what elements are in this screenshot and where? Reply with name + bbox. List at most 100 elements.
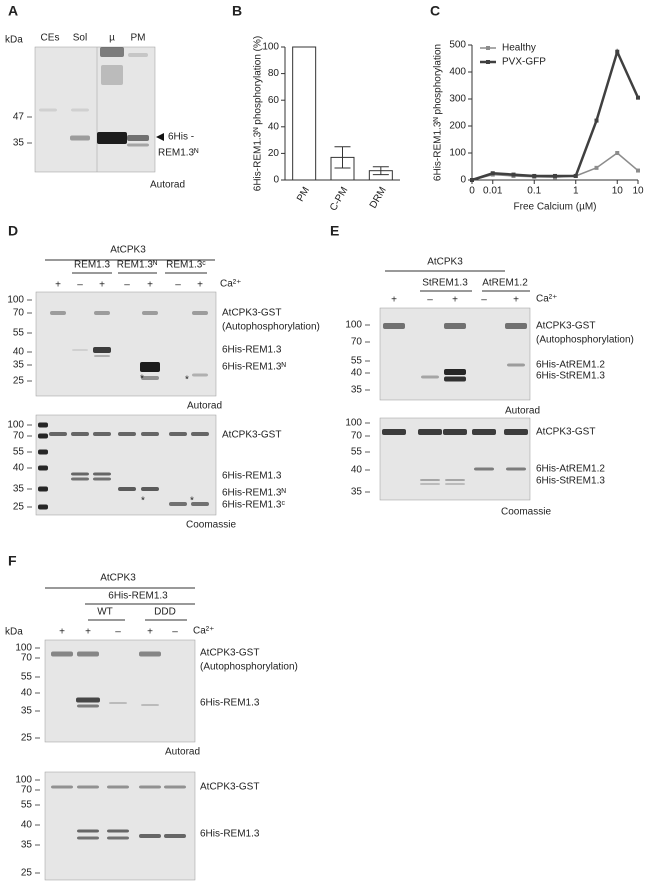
gel-band (76, 697, 100, 703)
method-label: Autorad (165, 747, 200, 758)
band-label: 6His-REM1.3ᶜ (222, 500, 285, 511)
gel-band (72, 349, 88, 351)
point (636, 168, 640, 173)
gel-band (139, 785, 161, 789)
marker-label: 70 (351, 431, 363, 442)
marker-label: 40 (21, 820, 33, 831)
lane-label: CEs (41, 33, 60, 44)
calcium-sign: + (452, 295, 458, 306)
band-label: 6His-StREM1.3 (536, 371, 605, 382)
marker-label: 40 (21, 688, 33, 699)
group-label: REM1.3 (74, 260, 111, 271)
x-tick-label: 1 (573, 186, 579, 197)
error-bar (372, 166, 389, 176)
marker-label: 55 (21, 800, 33, 811)
gel-band (70, 135, 90, 141)
marker-label: 100 (7, 420, 24, 431)
gel-band (142, 311, 158, 315)
band-label: 6His-AtREM1.2 (536, 464, 605, 475)
gel-band (38, 433, 48, 439)
kda-label: kDa (5, 627, 23, 638)
gel-band (141, 704, 159, 706)
marker-label: 25 (13, 502, 25, 513)
panel-label: A (8, 3, 18, 19)
series-line (471, 48, 640, 182)
point (573, 173, 578, 178)
method-label: Autorad (150, 180, 185, 191)
x-tick-label: 10 (632, 186, 644, 197)
calcium-label: Ca²⁺ (193, 626, 214, 637)
marker-label: 100 (15, 643, 32, 654)
gel-band (93, 432, 111, 436)
marker-label: 70 (13, 431, 25, 442)
calcium-sign: – (77, 280, 83, 291)
gel-band (39, 108, 57, 112)
band-label: 6His-REM1.3ᴺ (222, 488, 286, 499)
point (615, 49, 620, 54)
band-label: 6His-REM1.3 (200, 698, 260, 709)
group-label: AtREM1.2 (482, 278, 528, 289)
calcium-sign: + (59, 627, 65, 638)
marker-label: 70 (21, 785, 33, 796)
gel-band (51, 785, 73, 789)
gel-band (445, 479, 465, 481)
band-label: 6His-StREM1.3 (536, 476, 605, 487)
gel-band (118, 432, 136, 436)
point (553, 173, 557, 178)
asterisk: * (140, 374, 144, 385)
method-label: Coomassie (186, 520, 236, 531)
gel-band (38, 449, 48, 455)
y-tick-label: 20 (268, 148, 280, 159)
gel-band (382, 429, 406, 435)
panel-label: B (232, 3, 242, 19)
calcium-sign: – (427, 295, 433, 306)
calcium-sign: – (115, 627, 121, 638)
point (594, 165, 599, 170)
point (511, 172, 516, 177)
gel-band (107, 785, 129, 789)
x-axis-label: Free Calcium (µM) (514, 202, 597, 213)
band-label: AtCPK3-GST (222, 430, 281, 441)
gel-band (141, 432, 159, 436)
gel-band (50, 311, 66, 315)
marker-label: 35 (21, 706, 33, 717)
legend-label: PVX-GFP (502, 57, 546, 68)
marker-label: 55 (351, 356, 363, 367)
band-label: 6His-REM1.3ᴺ (222, 362, 286, 373)
marker-label: 100 (7, 295, 24, 306)
band-label: 6His - (168, 132, 194, 143)
asterisk: * (185, 375, 189, 386)
panel-label: D (8, 223, 18, 239)
calcium-sign: + (513, 295, 519, 306)
marker-label: 100 (345, 320, 362, 331)
bar (292, 46, 317, 181)
marker-label: 40 (351, 368, 363, 379)
gel-band (93, 472, 111, 476)
gel-band (141, 376, 159, 380)
x-tick-label: 10 (612, 186, 624, 197)
marker-label: 35 (13, 484, 25, 495)
gel-band (506, 467, 526, 471)
point (636, 95, 640, 100)
gel-band (100, 47, 124, 57)
marker-label: 40 (13, 347, 25, 358)
method-label: Autorad (505, 406, 540, 417)
gel (34, 46, 156, 173)
legend-label: Healthy (502, 43, 536, 54)
marker-label: 55 (13, 447, 25, 458)
gel-band (38, 465, 48, 471)
gel-band (472, 429, 496, 435)
gel-band (38, 504, 48, 510)
gel (35, 291, 217, 397)
marker-label: 35 (13, 360, 25, 371)
gel-band (445, 483, 465, 485)
gel-band (107, 829, 129, 833)
band-label: 6His-REM1.3 (200, 829, 260, 840)
gel-band (101, 65, 123, 85)
x-tick-label: DRM (368, 185, 389, 210)
y-tick-label: 80 (268, 68, 280, 79)
calcium-sign: + (147, 280, 153, 291)
calcium-sign: – (124, 280, 130, 291)
calcium-sign: + (85, 627, 91, 638)
